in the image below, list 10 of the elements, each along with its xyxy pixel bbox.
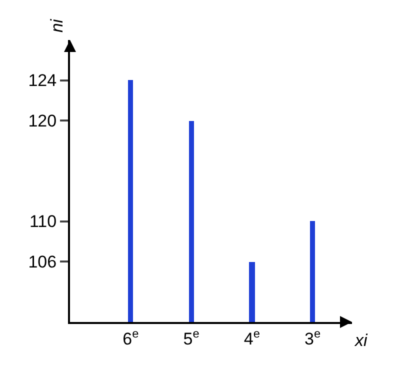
y-tick-label: 110 (29, 212, 57, 232)
x-axis-title: xi (354, 331, 368, 350)
y-axis-title: ni (48, 18, 66, 32)
x-tick-label: 4$^{e}$ (244, 326, 260, 348)
x-tick-label: 6$^{e}$ (122, 326, 140, 348)
y-tick-label: 120 (28, 112, 57, 131)
y-tick-label: 124 (28, 71, 57, 90)
x-tick-label: 3$^{e}$ (304, 326, 321, 348)
x-tick-label: 5$^{e}$ (183, 326, 200, 348)
y-tick-label: 106 (28, 252, 57, 272)
